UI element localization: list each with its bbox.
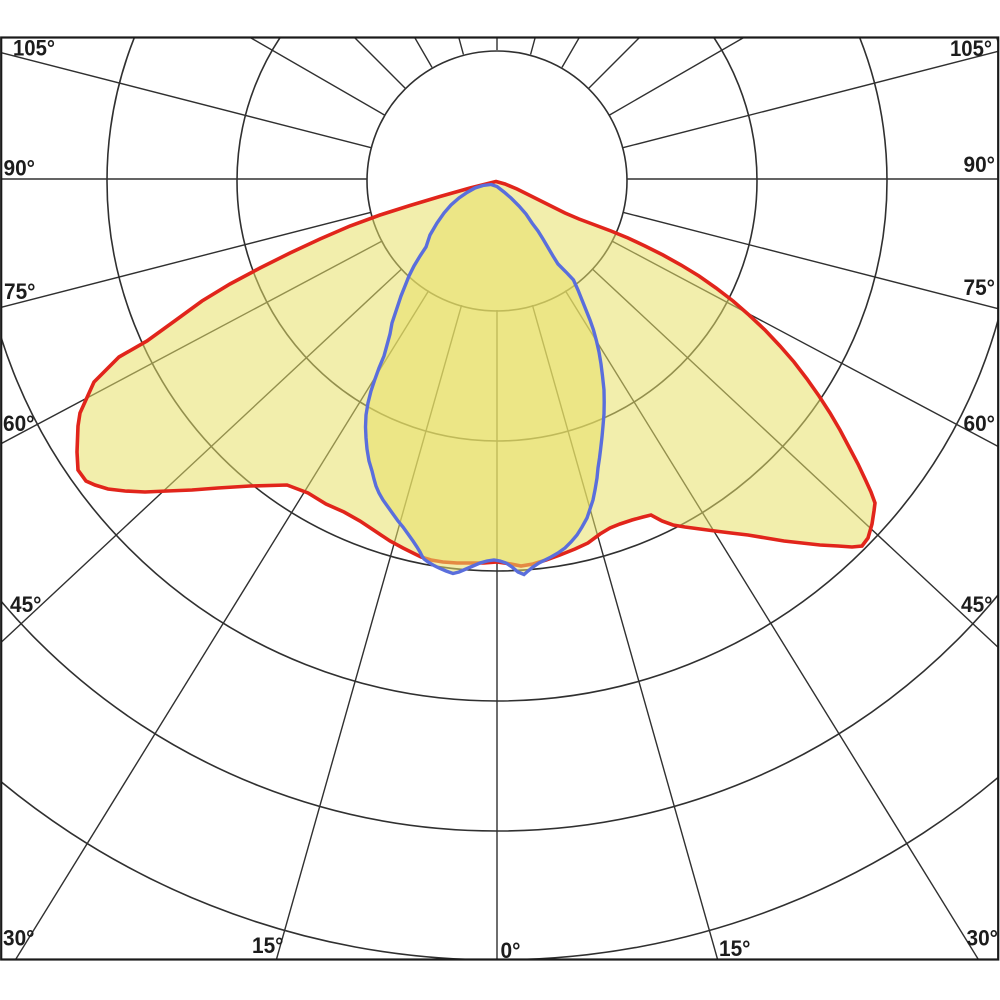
svg-text:60°: 60° <box>3 411 35 436</box>
svg-text:0°: 0° <box>501 938 521 963</box>
svg-text:105°: 105° <box>13 35 55 60</box>
svg-text:105°: 105° <box>950 36 992 61</box>
svg-text:30°: 30° <box>3 926 35 951</box>
svg-text:30°: 30° <box>967 926 999 951</box>
svg-text:90°: 90° <box>4 156 36 181</box>
svg-text:45°: 45° <box>961 592 993 617</box>
svg-text:90°: 90° <box>964 152 996 177</box>
svg-text:60°: 60° <box>964 411 996 436</box>
svg-text:75°: 75° <box>4 279 36 304</box>
svg-text:75°: 75° <box>964 275 996 300</box>
svg-text:15°: 15° <box>252 933 284 958</box>
svg-text:15°: 15° <box>719 936 751 961</box>
svg-text:45°: 45° <box>10 592 42 617</box>
